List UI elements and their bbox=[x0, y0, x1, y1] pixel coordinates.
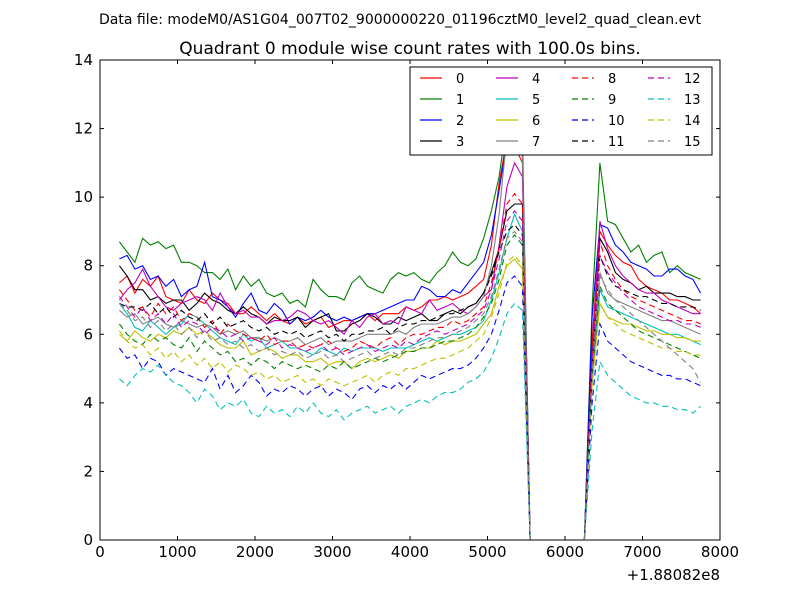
series-line-0 bbox=[119, 137, 701, 541]
x-offset-label: +1.88082e8 bbox=[627, 566, 720, 584]
x-tick-label: 0 bbox=[95, 543, 105, 561]
legend-label-2: 2 bbox=[456, 114, 464, 129]
legend-label-11: 11 bbox=[608, 135, 625, 150]
y-tick-label: 10 bbox=[74, 188, 93, 206]
series-line-7 bbox=[119, 127, 701, 541]
y-tick-label: 12 bbox=[74, 120, 93, 138]
legend-label-10: 10 bbox=[608, 114, 625, 129]
x-tick-label: 8000 bbox=[701, 543, 739, 561]
series-line-4 bbox=[118, 161, 701, 541]
legend-label-6: 6 bbox=[532, 114, 540, 129]
legend-label-1: 1 bbox=[456, 93, 464, 108]
y-tick-label: 14 bbox=[74, 51, 93, 69]
x-tick-label: 7000 bbox=[623, 543, 661, 561]
legend-box bbox=[409, 66, 713, 156]
legend-label-9: 9 bbox=[608, 93, 616, 108]
legend-label-7: 7 bbox=[532, 135, 540, 150]
y-tick-label: 8 bbox=[83, 257, 93, 275]
series-line-15 bbox=[119, 230, 702, 541]
y-tick-label: 6 bbox=[83, 325, 93, 343]
series-line-2 bbox=[119, 141, 702, 541]
plot-frame bbox=[99, 59, 721, 541]
legend-label-8: 8 bbox=[608, 72, 616, 87]
y-tick-label: 4 bbox=[83, 394, 93, 412]
x-tick-label: 6000 bbox=[546, 543, 584, 561]
series-layer bbox=[118, 117, 702, 541]
series-line-14 bbox=[118, 254, 701, 541]
series-line-3 bbox=[118, 203, 701, 541]
axis-ticks: 0 1000 2000 3000 4000 5000 6000 7000 80000246810… bbox=[74, 51, 739, 561]
x-tick-label: 1000 bbox=[158, 543, 196, 561]
series-line-12 bbox=[118, 209, 701, 541]
legend-label-0: 0 bbox=[456, 72, 464, 87]
legend-label-5: 5 bbox=[532, 93, 540, 108]
legend-label-13: 13 bbox=[684, 93, 701, 108]
y-tick-label: 0 bbox=[83, 531, 93, 549]
suptitle: Data file: modeM0/AS1G04_007T02_90000002… bbox=[99, 12, 701, 28]
x-tick-label: 5000 bbox=[468, 543, 506, 561]
legend-label-15: 15 bbox=[684, 135, 701, 150]
series-line-8 bbox=[118, 192, 701, 541]
x-tick-label: 3000 bbox=[313, 543, 351, 561]
series-line-5 bbox=[118, 212, 701, 541]
legend-label-4: 4 bbox=[532, 72, 540, 87]
series-line-13 bbox=[119, 302, 701, 541]
legend-label-3: 3 bbox=[456, 135, 464, 150]
series-line-10 bbox=[118, 275, 701, 541]
series-line-1 bbox=[118, 117, 701, 541]
legend-label-12: 12 bbox=[684, 72, 701, 87]
x-tick-label: 4000 bbox=[391, 543, 429, 561]
x-tick-label: 2000 bbox=[236, 543, 274, 561]
y-tick-label: 2 bbox=[83, 462, 93, 480]
chart-title: Quadrant 0 module wise count rates with … bbox=[179, 39, 640, 59]
legend-label-14: 14 bbox=[684, 114, 701, 129]
